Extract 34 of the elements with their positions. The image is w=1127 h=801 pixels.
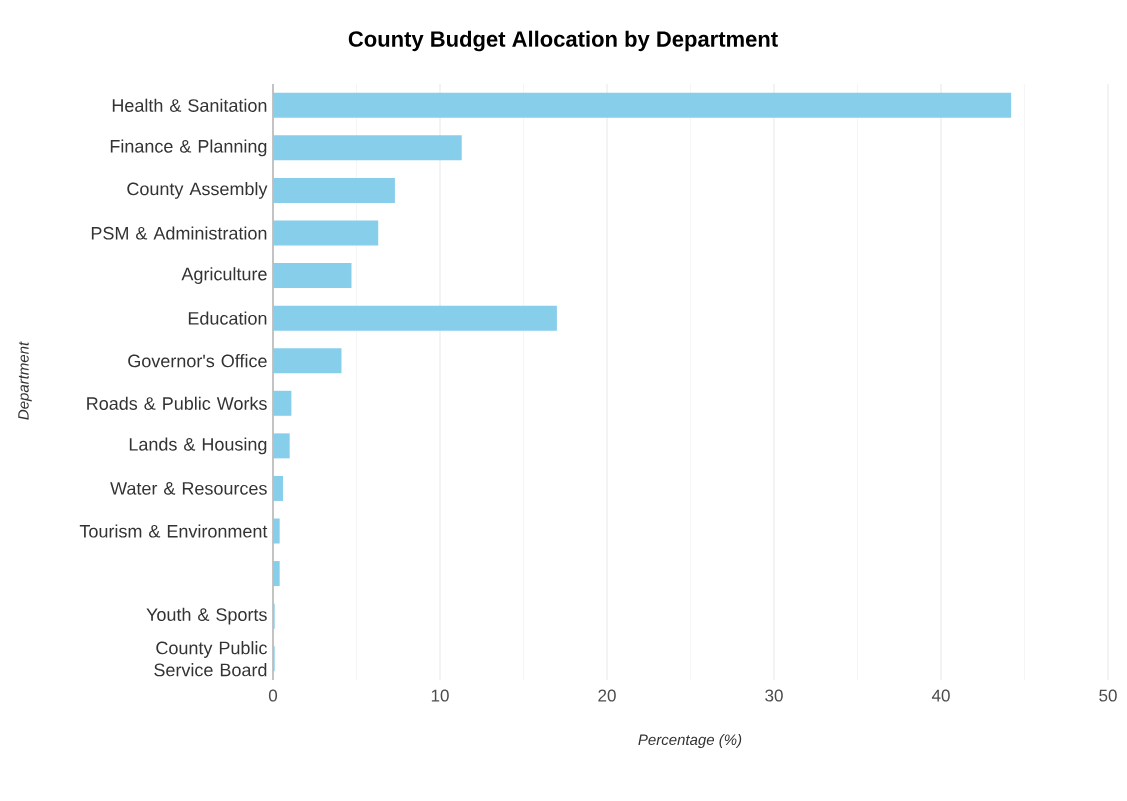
y-tick-label: Finance & Planning [110, 139, 267, 157]
x-tick-label: 50 [1099, 689, 1117, 702]
y-tick-label: Roads & Public Works [87, 396, 267, 410]
y-tick-label: PSM & Administration [91, 226, 267, 240]
x-tick-label: 30 [765, 689, 783, 702]
x-axis-title: Percentage (%) [638, 734, 742, 748]
x-tick-label: 20 [598, 689, 616, 702]
y-tick-label: Education [188, 311, 267, 325]
bar [273, 220, 379, 246]
y-axis-title: Department [18, 341, 32, 420]
bar [273, 518, 280, 544]
y-tick-label: Governor's Office [128, 354, 267, 368]
y-tick-label: Tourism & Environment [79, 524, 268, 538]
bar [273, 305, 557, 331]
bar [273, 177, 395, 203]
bar [273, 263, 352, 289]
x-tick-label: 0 [268, 689, 278, 702]
y-tick-label: County Assembly [127, 182, 268, 199]
bar [273, 433, 290, 459]
chart-title: County Budget Allocation by Department [348, 30, 778, 52]
y-tick-label: Lands & Housing [129, 437, 267, 455]
y-tick-label: County Public Service Board [154, 641, 267, 677]
bar [273, 475, 284, 501]
x-tick-label: 40 [931, 689, 950, 702]
y-tick-label: Youth & Sports [146, 607, 267, 625]
bar [273, 561, 280, 587]
bar [273, 92, 1012, 118]
bar [273, 135, 462, 161]
y-tick-label: Health & Sanitation [112, 98, 267, 112]
y-tick-label: Water & Resources [110, 482, 267, 495]
bar [273, 390, 292, 416]
y-tick-label: Agriculture [181, 267, 267, 284]
x-tick-label: 10 [431, 689, 449, 702]
bar [273, 348, 342, 374]
